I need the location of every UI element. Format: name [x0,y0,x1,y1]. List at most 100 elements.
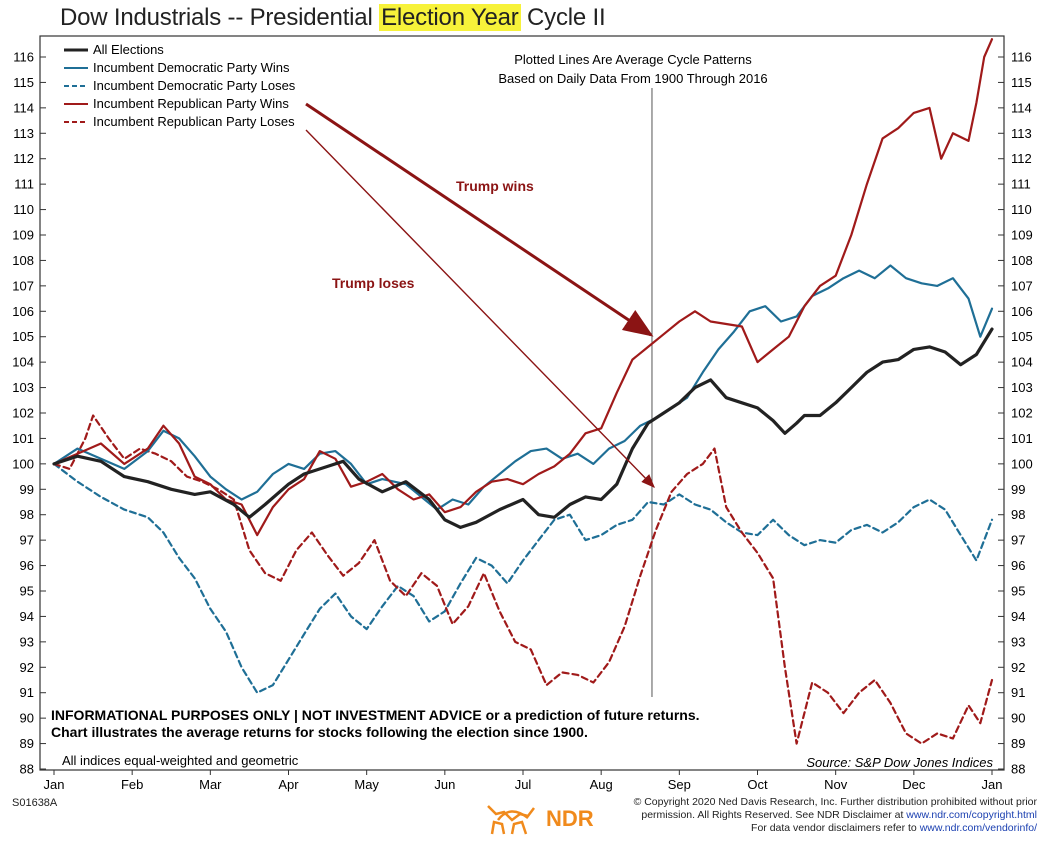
y-tick-label-right: 106 [1011,304,1033,319]
y-tick-label-right: 89 [1011,736,1025,751]
note-line-1: Plotted Lines Are Average Cycle Patterns [514,52,752,67]
legend-label-dem-win: Incumbent Democratic Party Wins [93,60,290,75]
y-tick-label-right: 96 [1011,558,1025,573]
vendorinfo-link[interactable]: www.ndr.com/vendorinfo/ [919,822,1037,834]
ndr-logo: NDR [482,794,622,838]
disclaimer-line-1: INFORMATIONAL PURPOSES ONLY | NOT INVEST… [51,707,700,723]
chart-title: Dow Industrials -- Presidential Election… [60,4,606,32]
series-line-incumbent-democratic-party-wins [52,264,994,511]
label-trump-loses: Trump loses [332,275,415,291]
y-tick-label-left: 108 [12,253,34,268]
x-tick-label: Mar [199,777,222,792]
series-line-all-elections [52,327,994,529]
y-tick-label-left: 94 [20,609,34,624]
y-tick-label-right: 108 [1011,253,1033,268]
x-tick-label: Aug [590,777,613,792]
y-tick-label-right: 112 [1011,151,1032,166]
y-tick-label-left: 107 [12,278,34,293]
ndr-logo-text: NDR [546,806,594,831]
y-tick-label-left: 104 [12,355,34,370]
equal-weight-note: All indices equal-weighted and geometric [62,753,299,768]
x-tick-label: Apr [278,777,299,792]
y-tick-label-right: 97 [1011,533,1025,548]
plot-frame [39,35,1005,771]
y-tick-label-left: 98 [20,507,34,522]
y-tick-label-right: 114 [1011,100,1032,115]
copyright-line-1: © Copyright 2020 Ned Davis Research, Inc… [633,796,1037,808]
legend-label-dem-lose: Incumbent Democratic Party Loses [93,78,296,93]
y-tick-label-right: 100 [1011,456,1033,471]
y-axis-left: 88 89 90 91 92 93 94 95 96 97 98 99 100 101 102 103 104 1… [12,50,46,777]
x-tick-label: May [354,777,379,792]
y-tick-label-right: 95 [1011,584,1025,599]
copyright-block: © Copyright 2020 Ned Davis Research, Inc… [634,796,1037,835]
legend: All Elections Incumbent Democratic Party… [64,42,296,129]
y-tick-label-left: 102 [12,406,34,421]
y-tick-label-left: 90 [20,711,34,726]
title-highlight: Election Year [379,4,521,31]
series-layer [52,38,994,745]
chart-code: S01638A [12,797,58,809]
y-tick-label-right: 116 [1011,50,1032,65]
title-suffix: Cycle II [520,4,606,31]
y-tick-label-right: 110 [1011,202,1032,217]
y-tick-label-left: 97 [20,533,34,548]
note-line-2: Based on Daily Data From 1900 Through 20… [498,71,767,86]
x-tick-label: Jan [44,777,65,792]
y-tick-label-right: 102 [1011,406,1033,421]
y-tick-label-left: 113 [13,126,34,141]
y-tick-label-left: 92 [20,660,34,675]
y-tick-label-right: 111 [1011,177,1031,192]
y-tick-label-right: 94 [1011,609,1025,624]
arrow-trump-loses [305,129,655,489]
x-tick-label: Jun [434,777,455,792]
copyright-line-2-text: permission. All Rights Reserved. See NDR… [641,809,907,821]
legend-label-all: All Elections [93,42,164,57]
y-tick-label-right: 113 [1011,126,1032,141]
y-tick-label-left: 100 [12,456,34,471]
y-tick-label-right: 109 [1011,228,1033,243]
y-tick-label-left: 115 [13,75,34,90]
bull-bear-icon [487,805,535,835]
y-tick-label-left: 89 [20,736,34,751]
copyright-line-3: For data vendor disclaimers refer to www… [634,822,1037,835]
disclaimer-line-2: Chart illustrates the average returns fo… [51,724,588,740]
y-tick-label-left: 106 [12,304,34,319]
y-tick-label-left: 91 [20,685,34,700]
y-tick-label-right: 103 [1011,380,1033,395]
copyright-line-2: permission. All Rights Reserved. See NDR… [634,809,1037,822]
y-tick-label-right: 92 [1011,660,1025,675]
x-tick-label: Nov [824,777,848,792]
y-tick-label-right: 115 [1011,75,1032,90]
x-axis: Jan Feb Mar Apr May Jun Jul Aug Sep Oct Nov Dec Jan [44,770,1003,792]
x-tick-label: Feb [121,777,143,792]
y-tick-label-left: 101 [12,431,34,446]
y-tick-label-right: 91 [1011,685,1025,700]
y-tick-label-right: 99 [1011,482,1025,497]
y-axis-right: 88 89 90 91 92 93 94 95 96 97 98 99 100 101 102 103 104 1… [998,50,1033,777]
series-line-incumbent-democratic-party-loses [52,462,994,694]
y-tick-label-right: 90 [1011,711,1025,726]
y-tick-label-right: 98 [1011,507,1025,522]
legend-label-rep-win: Incumbent Republican Party Wins [93,96,289,111]
arrow-trump-wins [305,102,654,337]
copyright-line-3-text: For data vendor disclaimers refer to [751,822,920,834]
y-tick-label-left: 103 [12,380,34,395]
y-tick-label-right: 107 [1011,278,1033,293]
y-tick-label-left: 105 [12,329,34,344]
y-tick-label-left: 116 [13,50,34,65]
source-note: Source: S&P Dow Jones Indices [806,755,993,770]
title-prefix: Dow Industrials -- Presidential [60,4,380,31]
x-tick-label: Dec [902,777,926,792]
x-tick-label: Jan [982,777,1003,792]
series-line-incumbent-republican-party-wins [52,38,994,537]
x-tick-label: Oct [747,777,768,792]
y-tick-label-left: 95 [20,584,34,599]
y-tick-label-left: 112 [13,151,34,166]
y-tick-label-right: 104 [1011,355,1033,370]
copyright-link[interactable]: www.ndr.com/copyright.html [906,809,1037,821]
y-tick-label-right: 105 [1011,329,1033,344]
y-tick-label-left: 96 [20,558,34,573]
y-tick-label-left: 110 [13,202,34,217]
y-tick-label-right: 101 [1011,431,1033,446]
